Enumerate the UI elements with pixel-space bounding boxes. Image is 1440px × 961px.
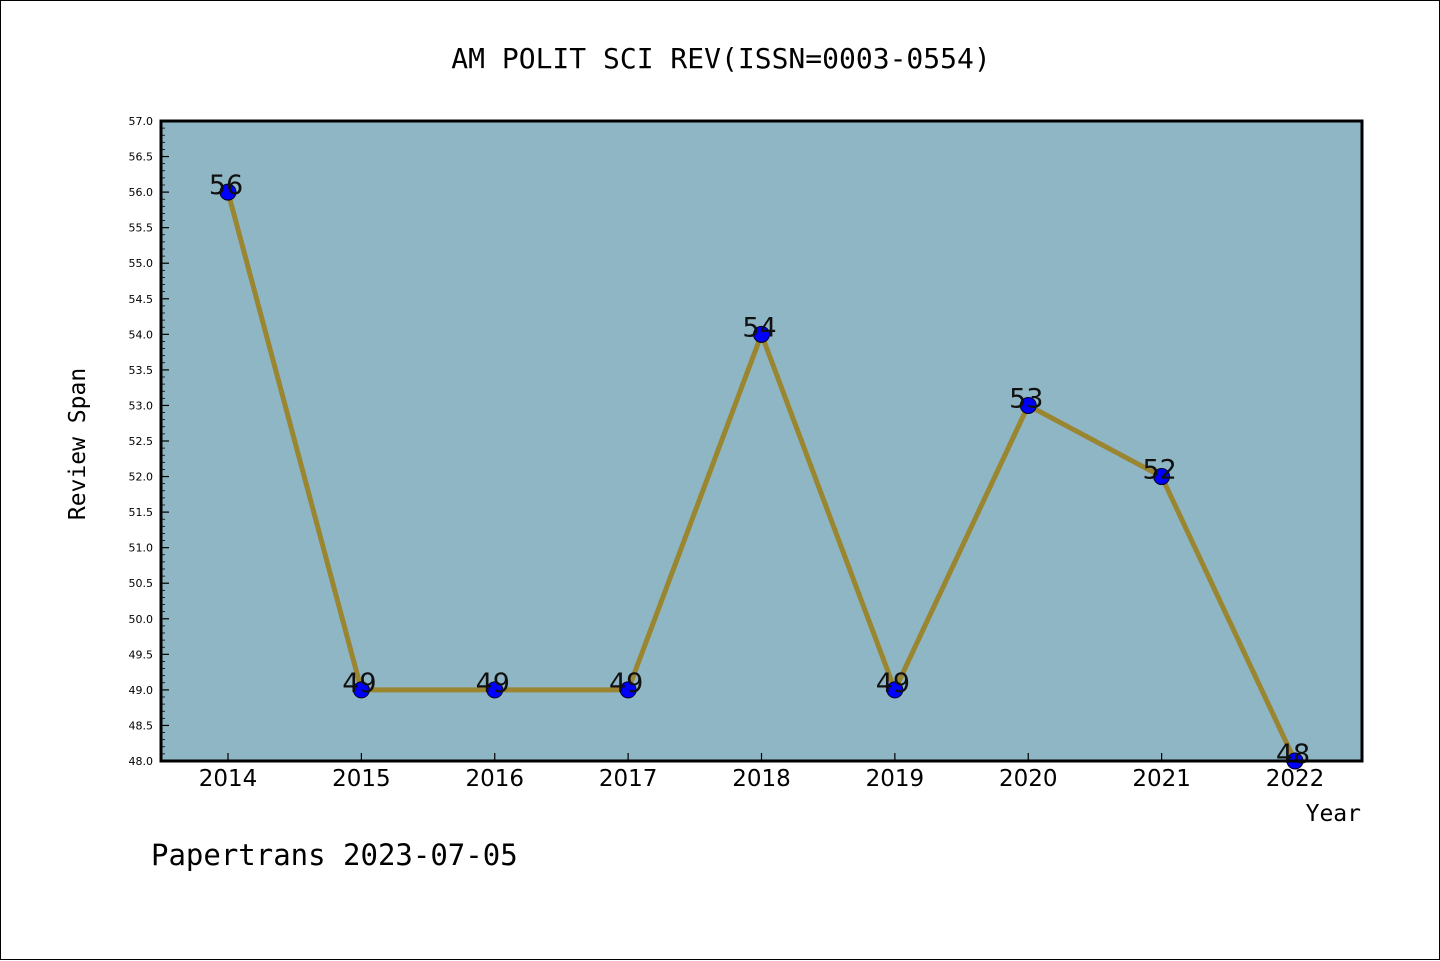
x-tick-label: 2016 [465, 766, 524, 792]
y-tick-label: 52.0 [129, 471, 154, 484]
x-tick-label: 2019 [866, 766, 925, 792]
x-axis-label: Year [1306, 801, 1361, 827]
data-label: 54 [742, 312, 776, 343]
y-tick-label: 54.5 [129, 293, 154, 306]
y-tick-label: 57.0 [129, 115, 154, 128]
plot-border [159, 119, 1364, 763]
x-tick-label: 2017 [599, 766, 658, 792]
data-label: 49 [876, 668, 910, 699]
x-tick-label: 2021 [1132, 766, 1191, 792]
y-tick-label: 51.5 [129, 506, 154, 519]
y-tick-label: 55.5 [129, 222, 154, 235]
data-label: 52 [1142, 455, 1176, 486]
data-point [352, 681, 370, 699]
y-axis-label: Review Span [65, 368, 91, 520]
data-label: 56 [209, 170, 243, 201]
data-point [219, 183, 237, 201]
plot-area [161, 121, 1362, 761]
data-labels: 56 49 49 49 54 49 53 52 48 [209, 170, 1310, 770]
x-tick-label: 2015 [332, 766, 391, 792]
y-tick-label: 54.0 [129, 328, 154, 341]
data-label: 49 [342, 668, 376, 699]
y-tick-label: 49.0 [129, 684, 154, 697]
watermark-text: Papertrans 2023-07-05 [151, 838, 518, 872]
y-tick-label: 49.5 [129, 648, 154, 661]
y-tick-label: 52.5 [129, 435, 154, 448]
x-tick-label: 2014 [199, 766, 258, 792]
y-axis: 48.0 48.5 49.0 49.5 50.0 50.5 51.0 51.5 52.0 52.5… [129, 115, 169, 768]
y-tick-label: 48.0 [129, 755, 154, 768]
x-tick-label: 2022 [1266, 766, 1325, 792]
y-tick-label: 50.0 [129, 613, 154, 626]
data-point [1153, 468, 1171, 486]
data-point [619, 681, 637, 699]
data-label: 49 [476, 668, 510, 699]
data-label: 49 [609, 668, 643, 699]
x-axis: 2014 2015 2016 2017 2018 2019 2020 2021 2022 [199, 753, 1325, 792]
data-point [753, 325, 770, 343]
y-tick-label: 55.0 [129, 257, 154, 270]
y-tick-label: 53.0 [129, 399, 154, 412]
data-label: 53 [1009, 383, 1043, 414]
y-tick-label: 50.5 [129, 577, 154, 590]
data-point [886, 681, 904, 699]
y-tick-label: 53.5 [129, 364, 154, 377]
data-points [219, 183, 1304, 770]
x-tick-label: 2018 [732, 766, 791, 792]
y-tick-label: 48.5 [129, 719, 154, 732]
data-point [1019, 396, 1037, 414]
x-tick-label: 2020 [999, 766, 1058, 792]
chart-title: AM POLIT SCI REV(ISSN=0003-0554) [451, 42, 990, 75]
y-tick-label: 51.0 [129, 542, 154, 555]
data-point [486, 681, 504, 699]
y-tick-label: 56.5 [129, 151, 154, 164]
y-tick-label: 56.0 [129, 186, 154, 199]
data-label: 48 [1276, 739, 1310, 770]
